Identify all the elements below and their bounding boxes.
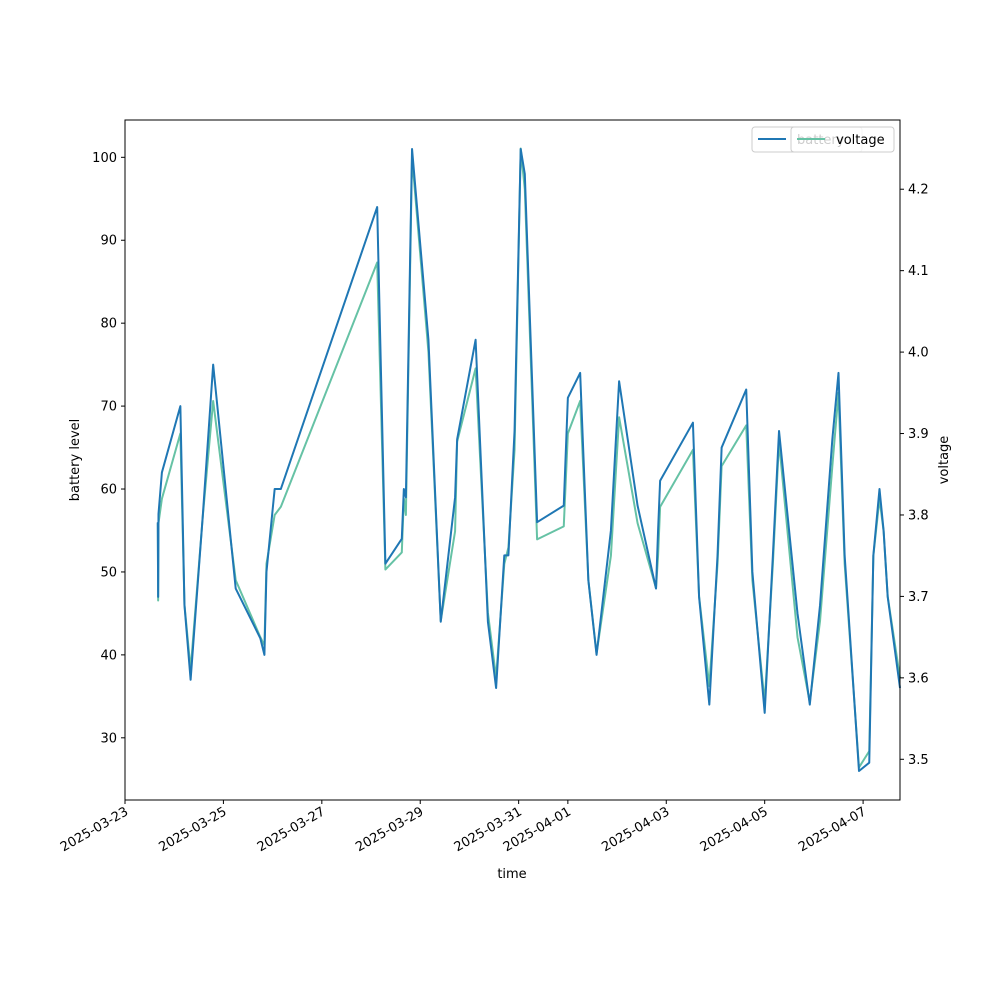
left-y-tick-label: 40 <box>100 648 117 663</box>
left-y-tick-label: 80 <box>100 317 117 332</box>
left-y-tick-label: 30 <box>100 731 117 746</box>
legend-label-voltage: voltage <box>836 133 885 148</box>
left-y-tick-label: 60 <box>100 483 117 498</box>
left-y-tick-label: 50 <box>100 565 117 580</box>
right-y-tick-label: 4.0 <box>908 346 929 361</box>
right-y-tick-label: 4.1 <box>908 264 929 279</box>
legend-box <box>790 126 895 153</box>
left-y-axis-title: battery level <box>68 419 83 502</box>
left-y-tick-label: 70 <box>100 400 117 415</box>
right-y-tick-label: 3.8 <box>908 508 929 523</box>
legend-voltage: voltage <box>790 126 895 153</box>
right-y-axis: 3.5 3.6 3.7 3.8 3.9 4.0 4.1 4.2 <box>900 183 929 768</box>
left-y-tick-label: 100 <box>92 151 117 166</box>
right-y-tick-label: 4.2 <box>908 183 929 198</box>
right-y-tick-label: 3.6 <box>908 671 929 686</box>
plot-frame <box>124 119 901 801</box>
left-y-tick-label: 90 <box>100 234 117 249</box>
right-y-tick-label: 3.9 <box>908 427 929 442</box>
x-axis-title: time <box>497 867 526 882</box>
series-line-battery <box>156 148 901 772</box>
right-y-axis-title: voltage <box>937 436 952 485</box>
right-y-tick-label: 3.5 <box>908 753 929 768</box>
left-y-axis: 30 40 50 60 70 80 90 100 <box>92 151 125 746</box>
series-layer <box>156 147 901 772</box>
right-y-tick-label: 3.7 <box>908 590 929 605</box>
